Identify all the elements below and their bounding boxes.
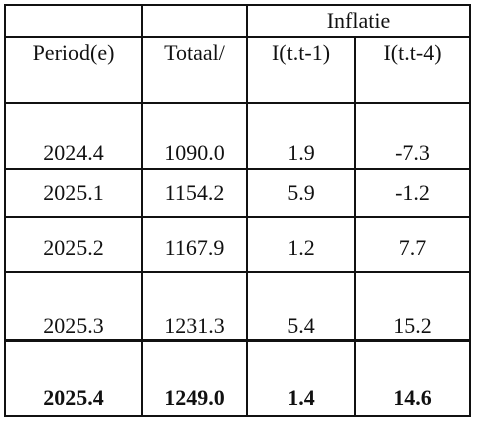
- cell-total: 1090.0: [141, 102, 248, 170]
- cell-period: 2025.3: [4, 271, 143, 342]
- inflation-table: Inflatie Period(e) Totaal/ I(t.t-1) I(t.…: [4, 4, 471, 417]
- cell-period: 2025.1: [4, 168, 143, 218]
- group-header-blank-cell: [4, 4, 143, 38]
- column-header-inflation-year: I(t.t-4): [354, 36, 471, 104]
- cell-inflation-year: -7.3: [354, 102, 471, 170]
- cell-inflation-year: 14.6: [354, 339, 471, 417]
- cell-inflation-quarter: 1.2: [246, 216, 356, 273]
- column-header-total: Totaal/: [141, 36, 248, 104]
- cell-inflation-year: 15.2: [354, 271, 471, 342]
- cell-total: 1249.0: [141, 339, 248, 417]
- table-row: 2024.4 1090.0 1.9 -7.3: [4, 102, 471, 170]
- cell-period: 2025.2: [4, 216, 143, 273]
- cell-period: 2025.4: [4, 339, 143, 417]
- cell-total: 1167.9: [141, 216, 248, 273]
- cell-total: 1231.3: [141, 271, 248, 342]
- group-header-blank-cell: [141, 4, 248, 38]
- cell-inflation-quarter: 5.9: [246, 168, 356, 218]
- table-row: 2025.3 1231.3 5.4 15.2: [4, 271, 471, 342]
- cell-inflation-quarter: 1.9: [246, 102, 356, 170]
- column-header-inflation-quarter: I(t.t-1): [246, 36, 356, 104]
- table-row-highlighted: 2025.4 1249.0 1.4 14.6: [4, 339, 471, 417]
- table-row: 2025.2 1167.9 1.2 7.7: [4, 216, 471, 273]
- column-header-period: Period(e): [4, 36, 143, 104]
- cell-inflation-quarter: 1.4: [246, 339, 356, 417]
- cell-period: 2024.4: [4, 102, 143, 170]
- group-header-row: Inflatie: [4, 4, 471, 38]
- cell-inflation-year: 7.7: [354, 216, 471, 273]
- cell-total: 1154.2: [141, 168, 248, 218]
- table-row: 2025.1 1154.2 5.9 -1.2: [4, 168, 471, 218]
- group-header-inflation: Inflatie: [246, 4, 471, 38]
- column-header-row: Period(e) Totaal/ I(t.t-1) I(t.t-4): [4, 36, 471, 104]
- cell-inflation-year: -1.2: [354, 168, 471, 218]
- cell-inflation-quarter: 5.4: [246, 271, 356, 342]
